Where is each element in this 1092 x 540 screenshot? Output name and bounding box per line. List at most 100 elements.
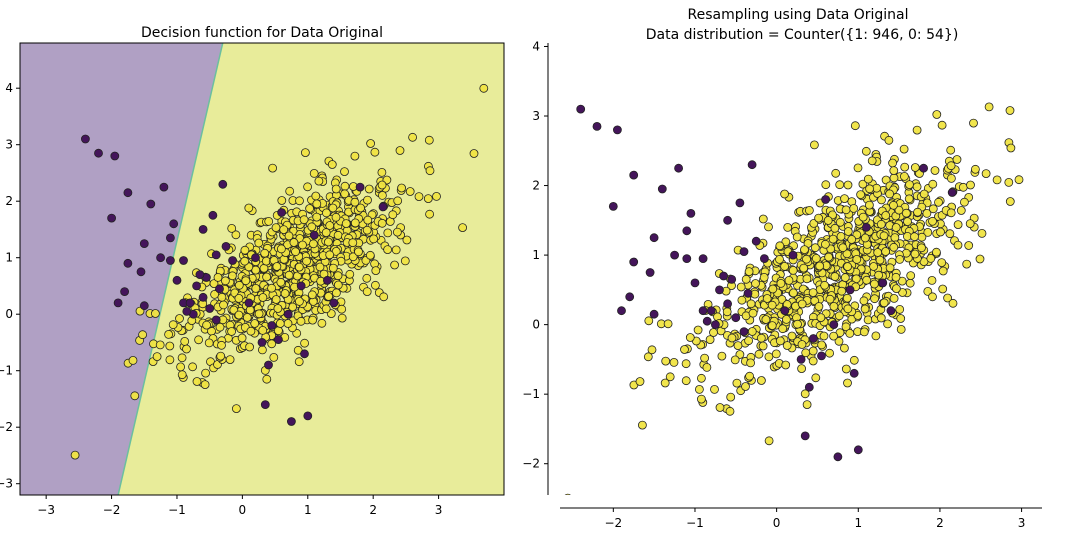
majority-point [188,362,198,372]
majority-point [200,380,210,390]
minority-point [727,274,737,284]
majority-point [680,345,689,354]
majority-point [784,275,794,285]
majority-point [800,245,809,255]
majority-point [787,331,797,341]
majority-point [275,319,285,328]
majority-point [888,158,897,168]
y-tick-label: −3 [0,477,13,491]
minority-point [849,368,859,378]
minority-point [743,288,753,298]
minority-point [723,215,732,225]
minority-point [862,222,871,232]
right-points [564,102,1024,495]
majority-point [904,194,914,204]
majority-point [324,291,334,301]
minority-point [179,256,188,265]
minority-point [645,268,655,277]
majority-point [825,294,835,304]
majority-point [843,262,852,272]
majority-point [458,223,468,233]
minority-point [809,334,818,343]
majority-point [814,302,824,311]
majority-point [900,171,909,181]
right-chart-subtitle: Data distribution = Counter({1: 946, 0: … [646,27,959,43]
majority-point [321,304,331,314]
minority-point [139,239,149,249]
minority-point [788,250,798,260]
majority-point [400,256,410,266]
majority-point [938,266,948,276]
majority-point [927,275,937,285]
majority-point [289,238,299,247]
majority-point [362,287,372,297]
majority-point [241,276,251,286]
minority-point [277,208,287,217]
x-tick-label: 1 [304,503,312,517]
y-tick-label: 4 [5,81,13,95]
y-tick-label: 3 [532,109,540,123]
minority-point [136,267,146,277]
majority-point [867,156,877,166]
majority-point [469,149,479,158]
majority-point [177,353,187,363]
majority-point [808,288,818,298]
majority-point [638,420,647,430]
majority-point [830,272,840,282]
majority-point [302,256,312,266]
majority-point [831,168,841,178]
majority-point [747,327,757,336]
majority-point [260,248,270,258]
majority-point [732,378,742,388]
majority-point [789,288,798,298]
majority-point [1014,175,1024,185]
majority-point [943,293,952,303]
majority-point [685,333,695,342]
majority-point [966,180,975,190]
majority-point [234,280,244,290]
majority-point [356,203,366,213]
majority-point [268,163,278,173]
majority-point [321,208,331,218]
majority-point [258,293,268,302]
minority-point [139,301,149,311]
majority-point [663,319,673,329]
majority-point [800,389,810,399]
minority-point [211,250,221,260]
x-tick-label: −2 [103,503,121,517]
majority-point [321,228,331,238]
majority-point [778,324,788,334]
majority-point [761,315,771,324]
minority-point [800,431,810,441]
majority-point [697,394,706,404]
majority-point [900,162,910,172]
minority-point [300,349,309,359]
majority-point [1004,177,1014,187]
majority-point [377,218,387,228]
majority-point [842,293,852,303]
majority-point [370,280,380,290]
majority-point [823,216,833,225]
y-tick-label: −1 [522,387,540,401]
majority-point [225,355,235,365]
majority-point [152,352,162,362]
majority-point [821,180,831,190]
minority-point [731,313,741,323]
majority-point [802,400,812,410]
majority-point [964,241,974,250]
majority-point [840,343,849,353]
majority-point [938,284,948,294]
majority-point [311,191,321,201]
majority-point [333,280,343,290]
majority-point [709,328,718,337]
majority-point [337,304,347,314]
majority-point [262,272,272,282]
left-plot-frame [19,42,505,496]
minority-point [218,179,228,189]
majority-point [912,182,922,192]
minority-point [120,287,129,297]
majority-point [661,356,671,366]
majority-point [377,190,387,200]
majority-point [865,200,874,210]
majority-point [294,262,304,272]
